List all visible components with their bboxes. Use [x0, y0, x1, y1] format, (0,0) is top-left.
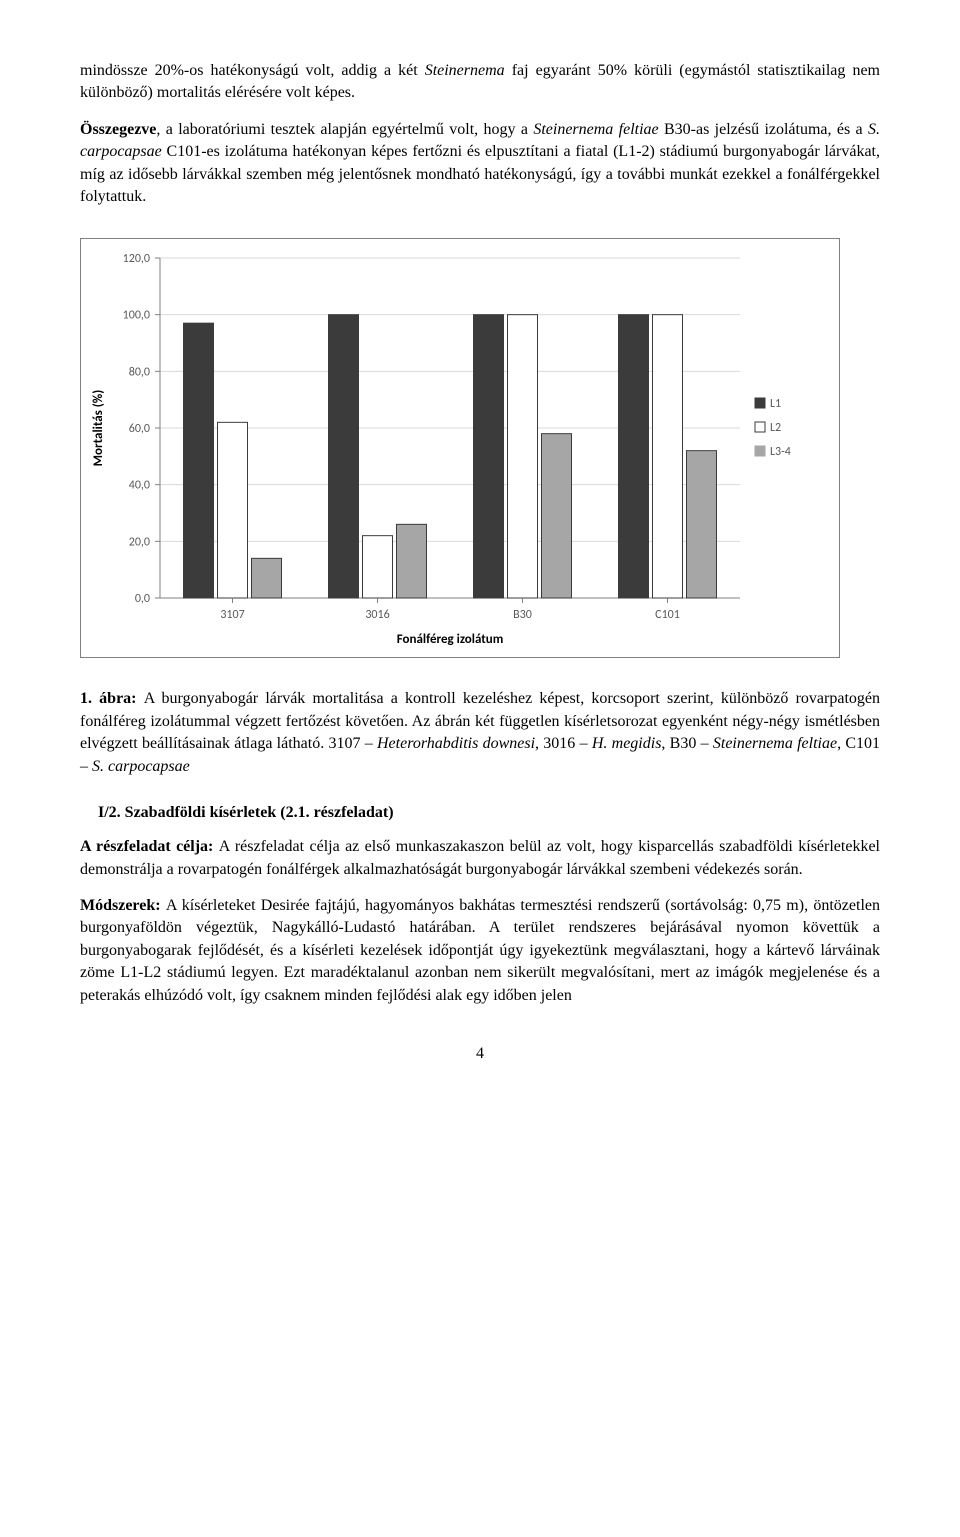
bar-B30-L3-4	[542, 434, 572, 598]
paragraph-1: mindössze 20%-os hatékonyságú volt, addi…	[80, 60, 880, 105]
page-number: 4	[80, 1043, 880, 1065]
bar-3016-L2	[363, 536, 393, 598]
svg-text:0,0: 0,0	[135, 592, 150, 606]
bar-B30-L1	[474, 315, 504, 598]
svg-text:Fonálféreg izolátum: Fonálféreg izolátum	[397, 632, 504, 647]
bar-3107-L1	[184, 324, 214, 599]
bar-C101-L3-4	[687, 451, 717, 598]
svg-text:Mortalitás (%): Mortalitás (%)	[91, 390, 106, 467]
bar-3107-L3-4	[252, 559, 282, 599]
svg-text:C101: C101	[655, 608, 680, 622]
svg-text:L3-4: L3-4	[770, 445, 791, 459]
svg-text:100,0: 100,0	[123, 309, 150, 323]
svg-text:80,0: 80,0	[129, 366, 150, 380]
svg-text:B30: B30	[513, 608, 532, 622]
svg-text:60,0: 60,0	[129, 422, 150, 436]
bar-C101-L1	[619, 315, 649, 598]
svg-text:40,0: 40,0	[129, 479, 150, 493]
paragraph-4: Módszerek: A kísérleteket Desirée fajtáj…	[80, 895, 880, 1007]
svg-text:20,0: 20,0	[129, 536, 150, 550]
bar-chart-svg: 0,0 20,0 40,0 60,0 80,0 100,0 120,0 3107 3016 B30…	[80, 238, 840, 658]
svg-text:3016: 3016	[365, 608, 389, 622]
bar-C101-L2	[653, 315, 683, 598]
svg-text:L2: L2	[770, 421, 781, 435]
svg-text:3107: 3107	[220, 608, 244, 622]
svg-text:L1: L1	[770, 397, 781, 411]
bar-3016-L1	[329, 315, 359, 598]
paragraph-3: A részfeladat célja: A részfeladat célja…	[80, 836, 880, 881]
section-heading: I/2. Szabadföldi kísérletek (2.1. részfe…	[80, 802, 880, 824]
svg-text:120,0: 120,0	[123, 252, 150, 266]
bar-B30-L2	[508, 315, 538, 598]
bar-3107-L2	[218, 423, 248, 599]
bar-3016-L3-4	[397, 525, 427, 599]
paragraph-2: Összegezve, a laboratóriumi tesztek alap…	[80, 119, 880, 209]
figure-caption: 1. ábra: A burgonyabogár lárvák mortalit…	[80, 688, 880, 778]
mortality-chart: 0,0 20,0 40,0 60,0 80,0 100,0 120,0 3107 3016 B30…	[80, 238, 880, 658]
